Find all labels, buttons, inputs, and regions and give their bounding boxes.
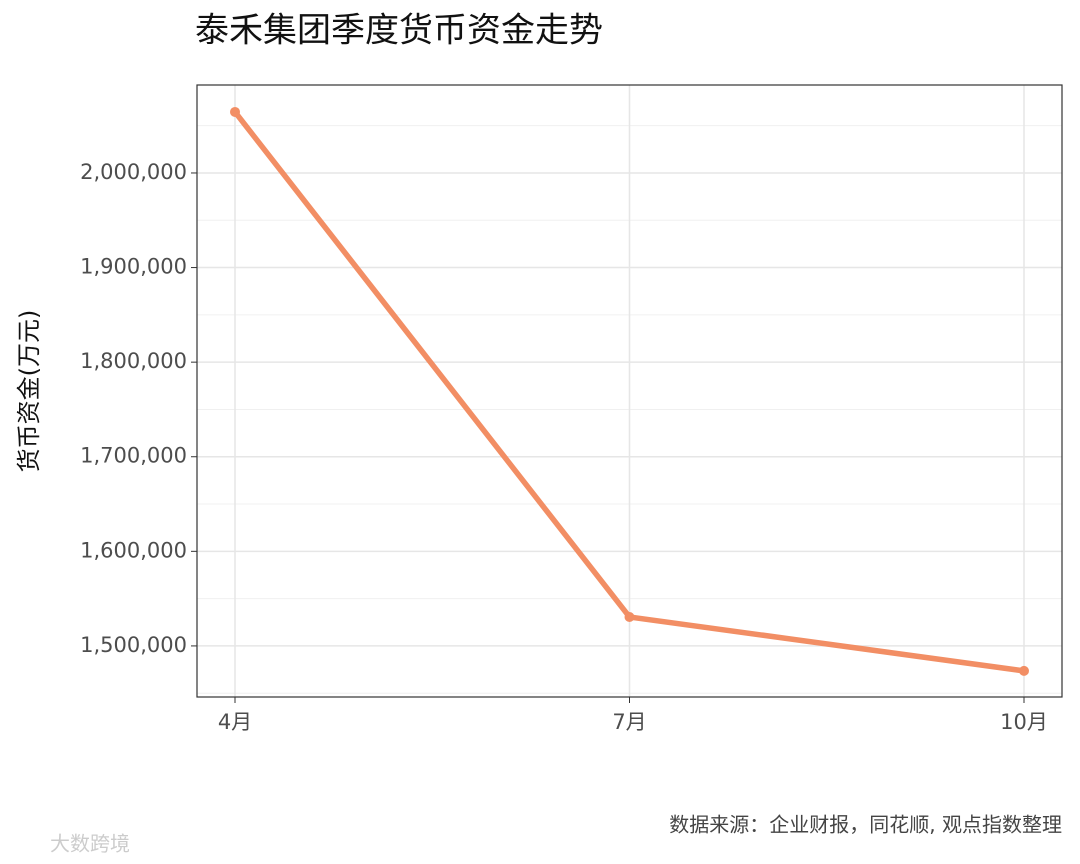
point (230, 106, 240, 117)
y-tick-label: 1,700,000 (80, 444, 187, 468)
caption: 数据来源：企业财报，同花顺, 观点指数整理 (669, 813, 1062, 837)
y-tick-label: 1,600,000 (80, 538, 187, 562)
point (624, 611, 635, 622)
y-tick-label: 1,900,000 (80, 255, 187, 279)
chart-title: 泰禾集团季度货币资金走势 (195, 11, 603, 51)
plot-border (196, 84, 1063, 698)
y-axis-title: 货币资金(万元) (15, 310, 43, 473)
x-tick-label: 7月 (612, 710, 646, 734)
y-tick-label: 1,500,000 (80, 633, 187, 657)
point (1019, 665, 1029, 676)
y-tick-label: 2,000,000 (80, 160, 187, 184)
y-tick-label: 1,800,000 (80, 349, 187, 373)
x-tick-label: 4月 (218, 710, 252, 734)
x-tick-label: 10月 (1000, 710, 1048, 734)
watermark: 大数跨境 (50, 832, 130, 856)
